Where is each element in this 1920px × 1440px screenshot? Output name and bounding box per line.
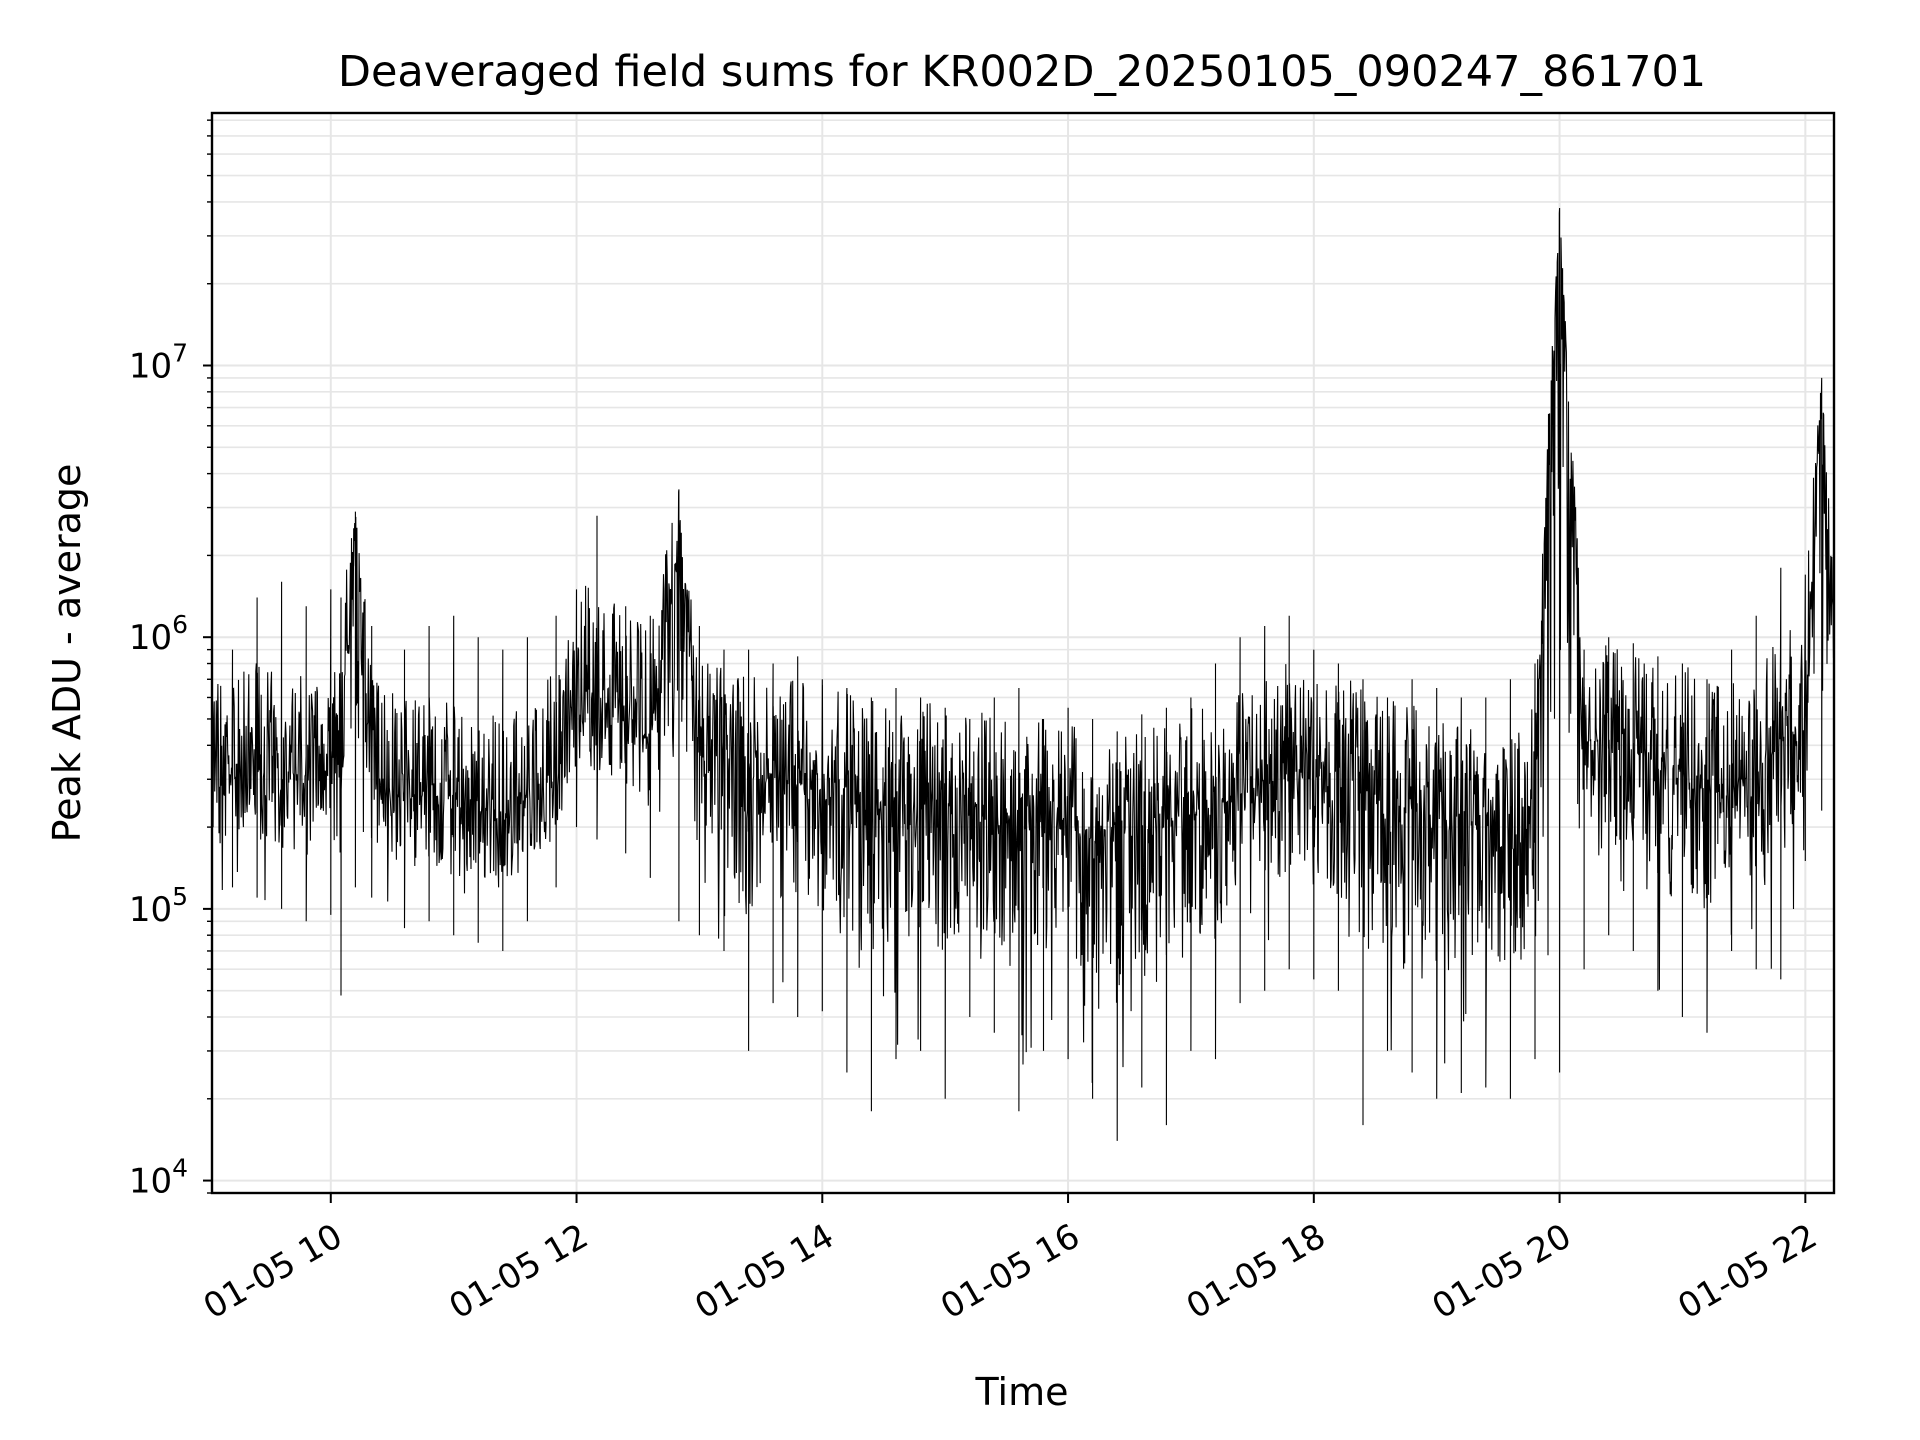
x-tick-label: 01-05 20: [1426, 1216, 1578, 1327]
y-axis-label: Peak ADU - average: [45, 464, 89, 843]
series-line: [211, 207, 1835, 1141]
x-tick-label: 01-05 12: [443, 1216, 595, 1327]
x-tick-label: 01-05 16: [934, 1216, 1086, 1327]
y-tick-label: 107: [129, 339, 188, 387]
series-path: [211, 207, 1835, 1141]
y-tick-label: 105: [129, 882, 188, 930]
y-tick-label: 104: [129, 1154, 188, 1202]
x-tick-label: 01-05 18: [1180, 1216, 1332, 1327]
x-tick-label: 01-05 14: [688, 1216, 840, 1327]
y-tick-label: 106: [129, 610, 188, 658]
x-tick-label: 01-05 22: [1671, 1216, 1823, 1327]
chart-title: Deaveraged field sums for KR002D_2025010…: [338, 47, 1706, 97]
x-tick-label: 01-05 10: [197, 1216, 349, 1327]
x-axis-label: Time: [975, 1370, 1069, 1414]
plot-frame: [210, 111, 1836, 1195]
